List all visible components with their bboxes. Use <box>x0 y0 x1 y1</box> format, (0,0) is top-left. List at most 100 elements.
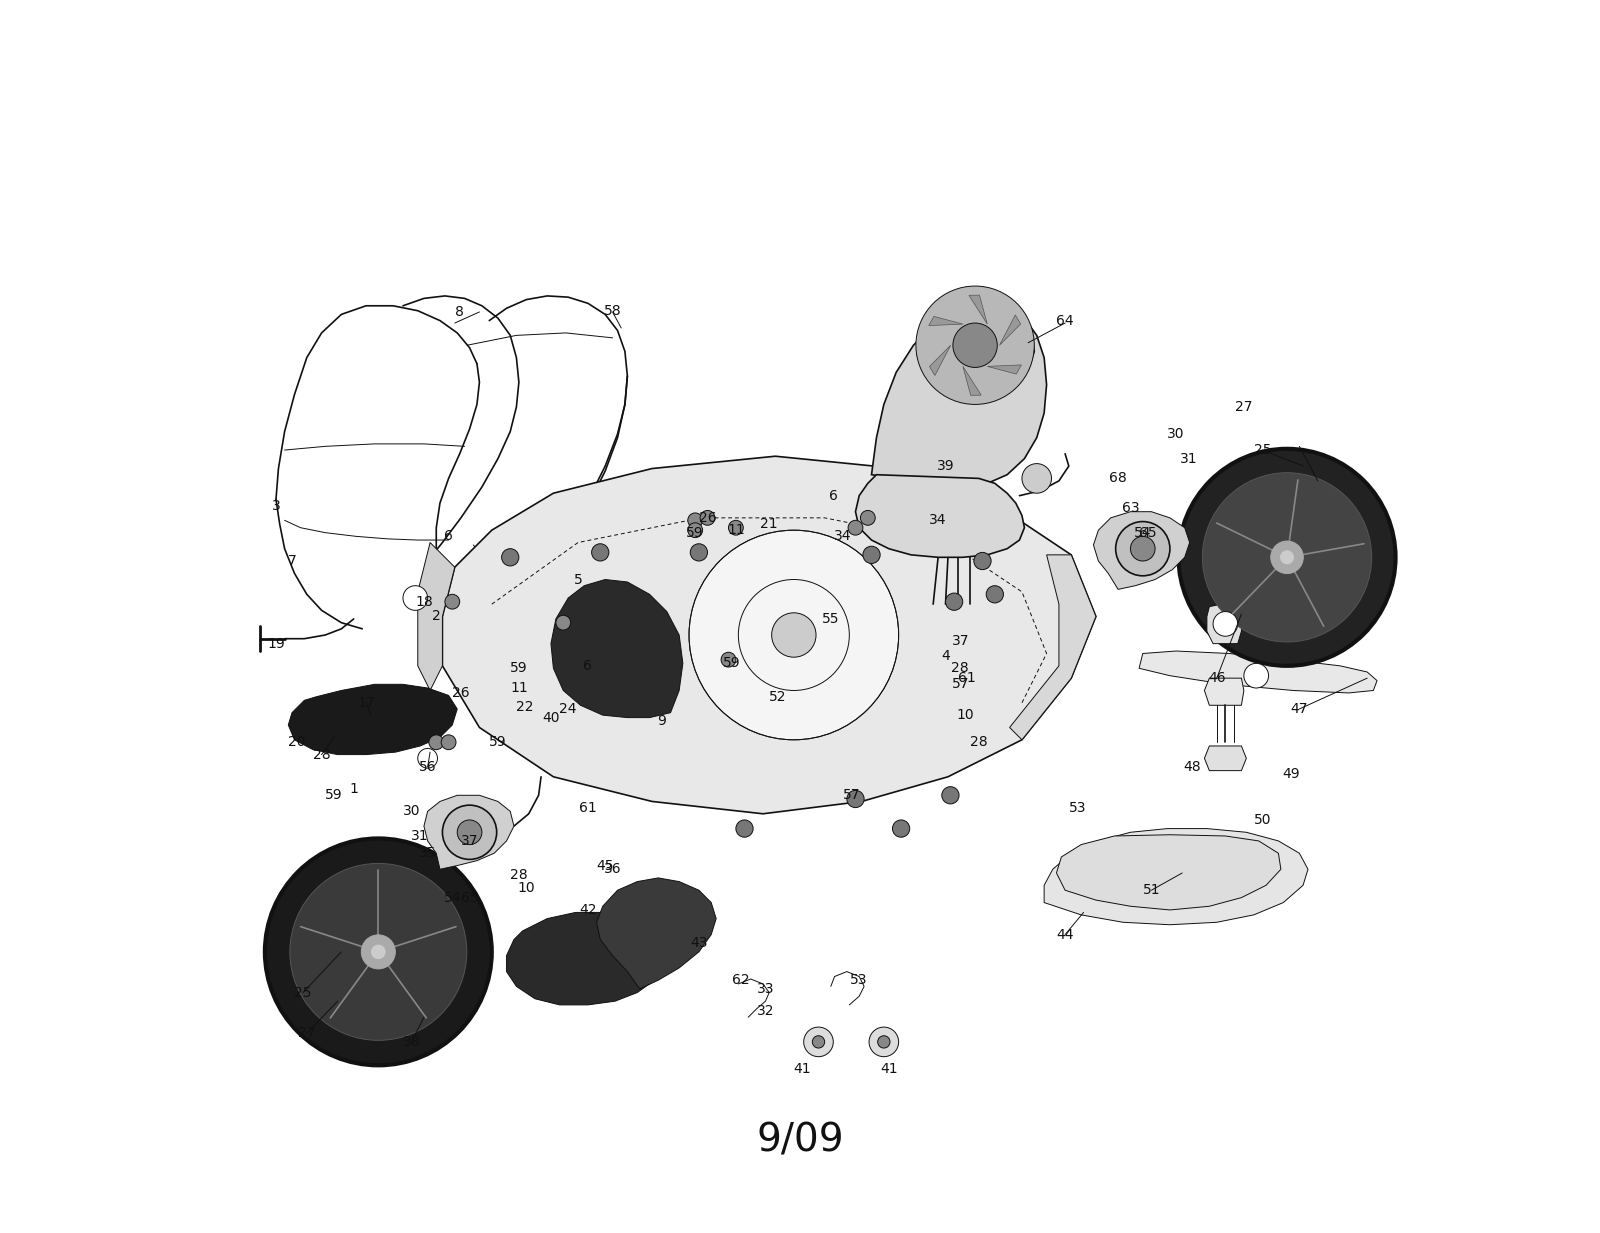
Circle shape <box>445 594 459 609</box>
Text: 59: 59 <box>686 525 704 540</box>
Text: 65: 65 <box>1139 525 1157 540</box>
Text: 26: 26 <box>699 510 717 525</box>
Polygon shape <box>507 912 662 1005</box>
Text: 38: 38 <box>403 1034 421 1049</box>
Text: 31: 31 <box>411 829 429 843</box>
Polygon shape <box>288 684 458 755</box>
Circle shape <box>915 286 1034 404</box>
Text: 28: 28 <box>970 735 987 750</box>
Circle shape <box>893 820 910 837</box>
Text: 28: 28 <box>510 868 528 883</box>
Text: 46: 46 <box>1208 671 1226 686</box>
Circle shape <box>974 552 990 570</box>
Text: 8: 8 <box>456 305 464 319</box>
Text: 34: 34 <box>930 513 947 528</box>
Text: 50: 50 <box>1254 813 1270 827</box>
Text: 59: 59 <box>325 788 342 803</box>
Circle shape <box>878 1036 890 1048</box>
Circle shape <box>1022 464 1051 493</box>
Text: 62: 62 <box>733 973 750 988</box>
Text: 57: 57 <box>843 788 861 803</box>
Polygon shape <box>418 543 454 690</box>
Text: 30: 30 <box>403 804 421 819</box>
Polygon shape <box>597 878 717 989</box>
Circle shape <box>502 549 518 566</box>
Text: 63: 63 <box>1122 501 1139 515</box>
Text: 61: 61 <box>957 671 976 686</box>
Circle shape <box>701 510 715 525</box>
Circle shape <box>403 586 427 610</box>
Circle shape <box>458 820 482 845</box>
Text: 58: 58 <box>603 303 621 318</box>
Text: 31: 31 <box>1179 451 1197 466</box>
Circle shape <box>290 863 467 1041</box>
Text: 44: 44 <box>1056 927 1074 942</box>
Text: 9/09: 9/09 <box>757 1122 843 1159</box>
Text: 64: 64 <box>1056 313 1074 328</box>
Circle shape <box>371 944 386 959</box>
Text: 2: 2 <box>432 609 440 624</box>
Circle shape <box>592 544 610 561</box>
Text: 22: 22 <box>517 699 534 714</box>
Text: 28: 28 <box>952 661 970 676</box>
Text: 43: 43 <box>690 936 707 951</box>
Text: 34: 34 <box>835 529 851 544</box>
Circle shape <box>942 787 958 804</box>
Circle shape <box>418 748 437 768</box>
Polygon shape <box>350 703 395 746</box>
Circle shape <box>803 1027 834 1057</box>
Text: 4: 4 <box>941 649 950 663</box>
Circle shape <box>1213 612 1238 636</box>
Circle shape <box>861 510 875 525</box>
Text: 11: 11 <box>510 681 528 695</box>
Text: 52: 52 <box>770 689 787 704</box>
Text: 6: 6 <box>445 529 453 544</box>
Text: 20: 20 <box>288 735 306 750</box>
Polygon shape <box>424 795 514 869</box>
Text: 7: 7 <box>288 554 296 568</box>
Text: 21: 21 <box>760 517 778 531</box>
Circle shape <box>1280 551 1293 563</box>
Circle shape <box>443 805 496 859</box>
Polygon shape <box>1205 678 1243 705</box>
Circle shape <box>442 735 456 750</box>
Text: 28: 28 <box>312 747 331 762</box>
Polygon shape <box>550 580 683 718</box>
Polygon shape <box>963 366 981 396</box>
Polygon shape <box>1056 835 1282 910</box>
Circle shape <box>954 323 997 367</box>
Text: 6: 6 <box>829 488 838 503</box>
Text: 36: 36 <box>603 862 621 877</box>
Text: 35: 35 <box>419 846 437 861</box>
Text: 57: 57 <box>952 677 970 692</box>
Text: 47: 47 <box>1291 702 1309 716</box>
Circle shape <box>813 1036 824 1048</box>
Circle shape <box>688 513 702 528</box>
Circle shape <box>266 838 491 1065</box>
Circle shape <box>722 652 736 667</box>
Circle shape <box>688 523 702 538</box>
Circle shape <box>362 935 395 969</box>
Polygon shape <box>872 302 1046 487</box>
Text: 48: 48 <box>1184 760 1202 774</box>
Text: 40: 40 <box>542 710 560 725</box>
Polygon shape <box>1205 746 1246 771</box>
Text: 59: 59 <box>490 735 507 750</box>
Circle shape <box>1270 541 1304 573</box>
Circle shape <box>869 1027 899 1057</box>
Circle shape <box>862 546 880 563</box>
Text: 10: 10 <box>957 708 974 723</box>
Text: 6: 6 <box>584 658 592 673</box>
Polygon shape <box>1206 604 1242 644</box>
Text: 68: 68 <box>1109 471 1126 486</box>
Text: 37: 37 <box>952 634 970 649</box>
Circle shape <box>736 820 754 837</box>
Polygon shape <box>856 475 1024 557</box>
Text: 55: 55 <box>822 612 840 626</box>
Circle shape <box>1243 663 1269 688</box>
Text: 9: 9 <box>658 714 666 729</box>
Text: 27: 27 <box>1235 399 1253 414</box>
Text: 24: 24 <box>560 702 578 716</box>
Text: 53: 53 <box>851 973 867 988</box>
Circle shape <box>771 613 816 657</box>
